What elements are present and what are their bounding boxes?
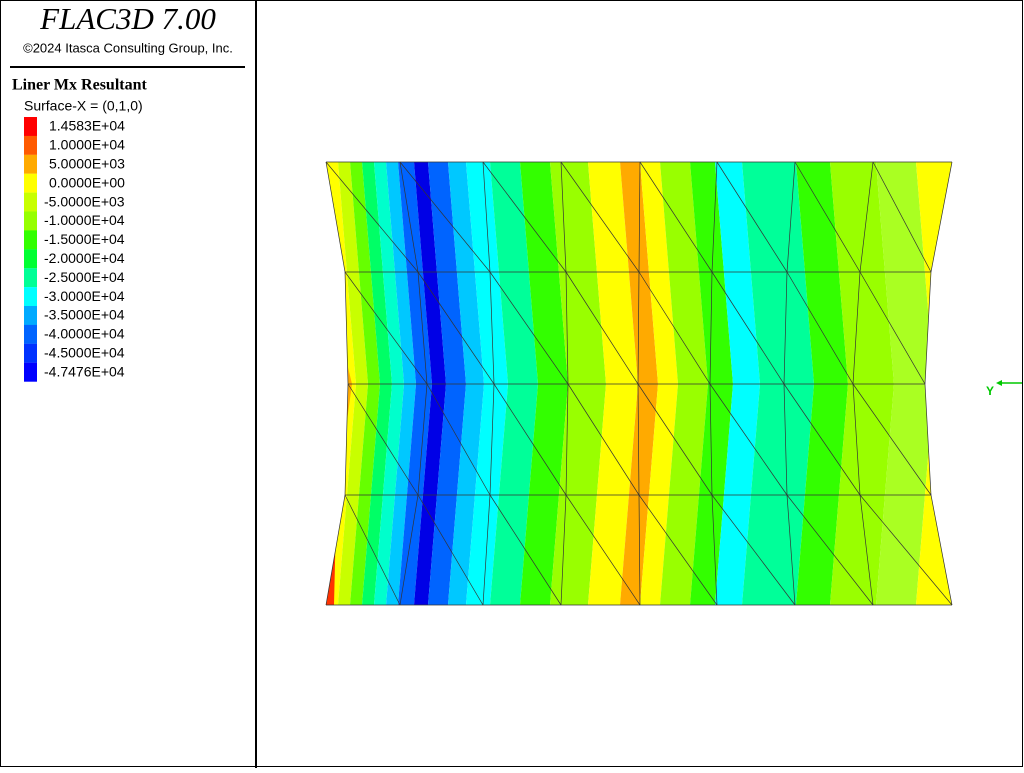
mesh-line [711,271,785,385]
legend-swatch [24,287,37,307]
mesh-line [859,271,926,385]
legend-label: 0.0000E+00 [49,174,125,190]
legend-label: -3.0000E+04 [44,288,125,304]
mesh-line [859,494,953,606]
mesh-line [489,494,562,606]
mesh-line [637,383,713,496]
legend-swatch [24,211,37,231]
legend-swatch [24,192,37,212]
contour-band [640,162,678,605]
contour-band [742,162,814,605]
legend-swatch [24,135,37,155]
legend-label: 5.0000E+03 [49,156,125,172]
copyright: ©2024 Itasca Consulting Group, Inc. [23,40,233,55]
legend-swatch [24,362,37,382]
mesh-line [344,271,428,385]
mesh-line [852,383,932,496]
contour-band [350,162,380,605]
mesh-line [716,161,788,273]
contour-band [715,162,760,605]
legend-swatch [24,117,37,136]
mesh-line [426,383,491,496]
legend-label: -5.0000E+03 [44,193,125,209]
legend-title: Liner Mx Resultant [12,77,147,94]
mesh-line [560,161,640,273]
mesh-line [417,271,495,385]
mesh-line [565,494,641,606]
contour-band [876,162,934,605]
mesh-line [786,271,854,385]
contour-band [398,162,432,605]
legend-label: 1.4583E+04 [49,118,125,134]
mesh [325,161,953,606]
contour-band [588,162,638,605]
legend-swatch [24,343,37,363]
contour-band [490,162,538,605]
mesh-line [638,271,711,385]
legend-label: 1.0000E+04 [49,137,125,153]
mesh-line [482,161,567,273]
mesh-line [638,494,718,606]
mesh-line [344,494,401,606]
mesh-line [794,161,861,273]
contour-band [550,162,606,605]
contour-band [620,162,658,605]
mesh-line [786,494,874,606]
legend-label: -4.0000E+04 [44,326,125,342]
legend-swatch [24,306,37,325]
mesh-line [872,161,932,273]
contour-band [362,162,392,605]
contour-band [830,162,894,605]
mesh-line [711,494,796,606]
mesh-line [325,161,419,273]
legend-swatch [24,154,37,174]
legend-swatch [24,230,37,250]
legend-label: -1.0000E+04 [44,212,125,228]
contour-plot [326,162,952,605]
legend-swatch [24,268,37,288]
contour-band [466,162,508,605]
legend-label: -3.5000E+04 [44,307,125,323]
mesh-line [417,494,484,606]
axis-label: Y [986,384,994,398]
contour-band [414,162,446,605]
legend-label: -2.5000E+04 [44,269,125,285]
mesh-line [565,271,639,385]
legend-label: -4.5000E+04 [44,345,125,361]
legend-label: -4.7476E+04 [44,363,125,379]
mesh-line [489,271,569,385]
contour-band [520,162,568,605]
contour-band [338,162,368,605]
legend: 1.4583E+04 1.0000E+04 5.0000E+03 0.0000E+00… [24,117,125,382]
contour-band [796,162,848,605]
app-title: FLAC3D 7.00 [39,1,216,36]
legend-swatch [24,173,37,193]
mesh-line [567,383,640,496]
mesh-line [783,383,861,496]
contour-band [448,162,484,605]
mesh-line [347,383,419,496]
contour-band [386,162,416,605]
mesh-line [639,161,713,273]
legend-swatch [24,324,37,344]
contour-band [374,162,404,605]
axis-arrow [996,380,1002,386]
mesh-line [493,383,567,496]
legend-label: -2.0000E+04 [44,250,125,266]
axis-indicator: Y [986,380,1022,398]
legend-swatch [24,249,37,269]
contour-band [428,162,466,605]
mesh-line [709,383,788,496]
legend-label: -1.5000E+04 [44,231,125,247]
mesh-line [399,161,491,273]
contour-band [660,162,708,605]
legend-subtitle: Surface-X = (0,1,0) [24,98,143,114]
contour-band [690,162,733,605]
